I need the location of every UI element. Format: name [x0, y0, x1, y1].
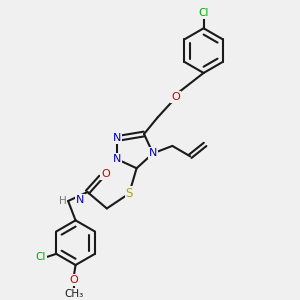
Text: S: S — [125, 187, 133, 200]
Text: N: N — [113, 154, 122, 164]
Text: N: N — [149, 148, 157, 158]
Text: O: O — [171, 92, 180, 102]
Text: N: N — [113, 134, 122, 143]
Text: N: N — [76, 194, 84, 205]
Text: CH₃: CH₃ — [64, 289, 84, 299]
Text: O: O — [70, 275, 78, 285]
Text: H: H — [59, 196, 67, 206]
Text: Cl: Cl — [35, 252, 46, 262]
Text: Cl: Cl — [198, 8, 209, 18]
Text: O: O — [101, 169, 110, 179]
